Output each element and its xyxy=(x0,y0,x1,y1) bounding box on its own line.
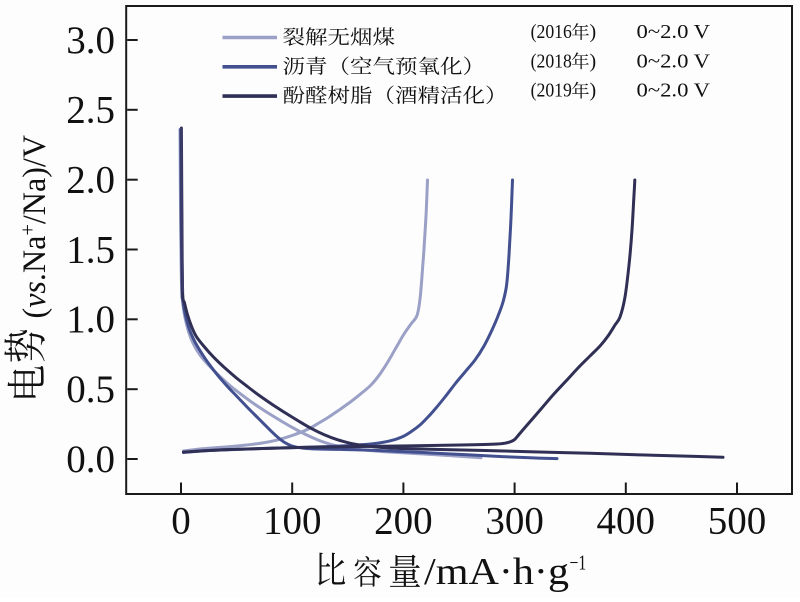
svg-text:3.0: 3.0 xyxy=(66,19,115,62)
svg-text:1.0: 1.0 xyxy=(66,298,115,341)
svg-text:(2018: (2018 xyxy=(531,50,572,72)
svg-text:): ) xyxy=(590,80,597,102)
svg-text:−1: −1 xyxy=(570,551,587,575)
svg-text:/mA·h·g: /mA·h·g xyxy=(424,551,569,593)
svg-text:1.5: 1.5 xyxy=(66,228,115,271)
svg-text:100: 100 xyxy=(263,500,322,543)
svg-text:200: 200 xyxy=(374,500,433,543)
svg-text:400: 400 xyxy=(597,500,656,543)
svg-text:0.5: 0.5 xyxy=(66,368,115,411)
svg-text:0~2.0 V: 0~2.0 V xyxy=(637,21,711,43)
svg-text:(2019: (2019 xyxy=(531,80,572,102)
svg-text:(2016: (2016 xyxy=(531,21,572,43)
svg-text:2.0: 2.0 xyxy=(66,159,115,202)
svg-text:): ) xyxy=(590,21,597,43)
svg-text:2.5: 2.5 xyxy=(66,89,115,132)
svg-text:500: 500 xyxy=(708,500,767,543)
svg-text:0~2.0 V: 0~2.0 V xyxy=(637,50,711,72)
svg-text:0.0: 0.0 xyxy=(66,438,115,481)
svg-text:300: 300 xyxy=(485,500,544,543)
svg-text:): ) xyxy=(590,50,597,72)
svg-text:0~2.0 V: 0~2.0 V xyxy=(637,80,711,102)
svg-text:0: 0 xyxy=(171,500,191,543)
